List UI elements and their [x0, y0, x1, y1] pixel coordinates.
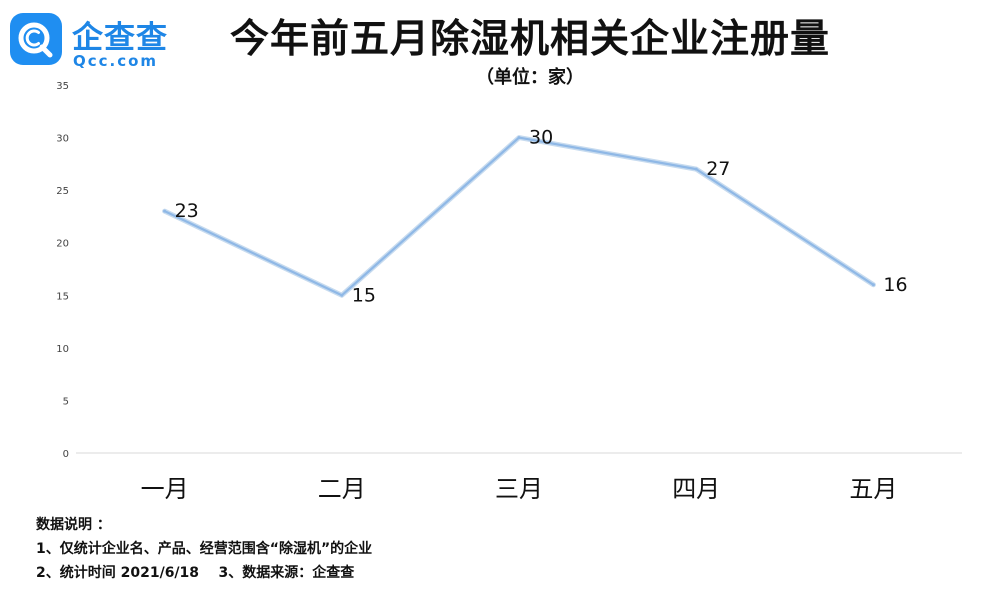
y-tick-label: 0	[63, 449, 69, 460]
y-tick-label: 5	[63, 396, 69, 407]
notes-heading: 数据说明 ：	[36, 517, 111, 533]
data-label: 16	[883, 274, 907, 296]
x-tick-label: 五月	[849, 475, 897, 503]
x-tick-label: 四月	[672, 475, 720, 503]
x-tick-label: 一月	[141, 475, 189, 503]
chart-unit: （单位：家）	[476, 67, 584, 88]
series-line	[163, 136, 875, 297]
data-point	[694, 167, 698, 171]
data-notes: 数据说明 ： 1、仅统计企业名、产品、经营范围含“除湿机”的企业 2、统计时间 …	[36, 513, 372, 585]
data-point	[163, 209, 167, 213]
data-point	[871, 283, 875, 287]
x-tick-label: 二月	[318, 475, 366, 503]
data-point	[517, 136, 521, 140]
qcc-logo-icon	[10, 13, 62, 65]
y-tick-label: 10	[56, 344, 69, 355]
data-label: 15	[352, 284, 376, 306]
data-point	[340, 293, 344, 297]
data-label: 23	[175, 200, 199, 222]
data-label: 27	[706, 158, 730, 180]
y-tick-label: 20	[56, 239, 69, 250]
qcc-logo: 企查查 Qcc.com	[10, 10, 190, 72]
y-tick-label: 15	[56, 291, 69, 302]
y-tick-label: 35	[56, 81, 69, 92]
chart-title: 今年前五月除湿机相关企业注册量	[229, 17, 830, 62]
note-line-2: 2、统计时间 2021/6/18 3、数据来源：企查查	[36, 565, 355, 581]
x-tick-label: 三月	[495, 475, 543, 503]
data-label: 30	[529, 127, 553, 149]
y-tick-label: 30	[56, 134, 69, 145]
y-tick-label: 25	[56, 186, 69, 197]
note-line-1: 1、仅统计企业名、产品、经营范围含“除湿机”的企业	[36, 541, 373, 557]
logo-name-en: Qcc.com	[73, 52, 159, 70]
logo-name-cn: 企查查	[72, 20, 168, 56]
